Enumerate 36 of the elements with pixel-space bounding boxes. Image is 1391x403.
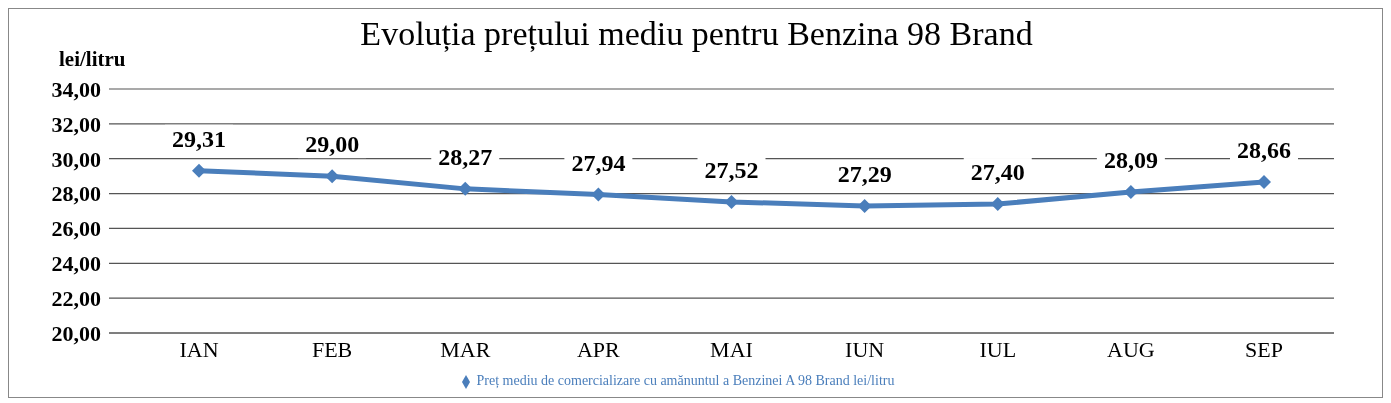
y-tick-label: 34,00 (51, 76, 101, 102)
point (591, 187, 606, 202)
point (325, 169, 340, 184)
data-label: 27,40 (970, 159, 1025, 186)
y-tick-label: 30,00 (51, 146, 101, 172)
data-label: 27,52 (704, 156, 759, 183)
y-tick-label: 26,00 (51, 216, 101, 242)
x-tick-label: FEB (311, 336, 353, 362)
y-tick-label: 28,00 (51, 181, 101, 207)
y-tick-label: 32,00 (51, 111, 101, 137)
legend-label: Preț mediu de comercializare cu amănuntul a Benzinei A 98 Brand lei/litru (476, 373, 895, 388)
data-label: 27,94 (571, 149, 626, 176)
x-tick-label: IUN (845, 336, 885, 362)
point (458, 181, 473, 196)
y-tick-label: 22,00 (51, 285, 101, 311)
data-label: 29,31 (172, 125, 226, 152)
chart-title: Evoluția prețului mediu pentru Benzina 98 Brand (360, 15, 1033, 52)
point (192, 163, 206, 178)
y-axis-title: lei/litru (59, 47, 126, 72)
x-tick-label: MAI (710, 336, 753, 362)
data-label: 29,00 (305, 131, 360, 158)
y-tick-label: 24,00 (51, 251, 101, 277)
point (724, 194, 739, 209)
x-tick-label: MAR (440, 336, 491, 362)
data-label: 28,27 (438, 143, 493, 170)
x-tick-label: IUL (979, 336, 1017, 362)
x-tick-label: SEP (1245, 336, 1283, 362)
x-tick-label: AUG (1107, 336, 1155, 362)
x-tick-label: IAN (179, 336, 219, 362)
point (857, 198, 872, 213)
data-label: 28,09 (1103, 147, 1158, 173)
data-label: 28,66 (1237, 137, 1291, 164)
y-tick-label: 20,00 (51, 320, 101, 346)
point (1257, 175, 1271, 190)
x-tick-label: APR (576, 336, 621, 362)
data-label: 27,29 (837, 160, 892, 187)
